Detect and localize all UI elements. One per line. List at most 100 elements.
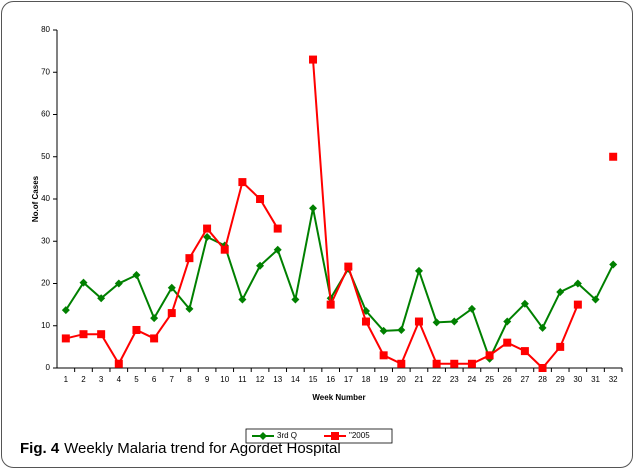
- data-point: [220, 245, 229, 254]
- y-tick-label: 30: [41, 236, 50, 245]
- data-point: [185, 254, 194, 263]
- data-point: [379, 351, 388, 360]
- x-tick-label: 9: [205, 375, 210, 384]
- y-tick-label: 10: [41, 321, 50, 330]
- data-point: [538, 364, 547, 372]
- x-tick-label: 28: [538, 375, 547, 384]
- x-tick-label: 6: [152, 375, 157, 384]
- data-point: [309, 204, 318, 213]
- y-tick-label: 20: [41, 279, 50, 288]
- x-tick-label: 17: [344, 375, 353, 384]
- y-tick-label: 80: [41, 25, 50, 34]
- x-tick-label: 27: [520, 375, 529, 384]
- data-point: [203, 233, 212, 242]
- legend-box: [245, 428, 393, 444]
- data-point: [379, 326, 388, 335]
- x-tick-label: 11: [238, 375, 247, 384]
- data-point: [467, 359, 476, 368]
- x-tick-label: 15: [309, 375, 318, 384]
- caption-text: Weekly Malaria trend for Agordet Hospita…: [64, 440, 341, 457]
- data-point: [450, 359, 459, 368]
- data-point: [185, 304, 194, 313]
- data-point: [150, 314, 159, 323]
- x-tick-label: 20: [397, 375, 406, 384]
- y-axis-label: No.of Cases: [31, 175, 40, 222]
- x-tick-label: 2: [81, 375, 86, 384]
- data-point: [414, 266, 423, 275]
- x-tick-label: 3: [99, 375, 104, 384]
- data-point: [503, 317, 512, 326]
- x-tick-label: 22: [432, 375, 441, 384]
- x-tick-label: 21: [415, 375, 424, 384]
- x-tick-label: 32: [609, 375, 618, 384]
- data-point: [520, 299, 529, 308]
- data-point: [167, 309, 176, 318]
- data-point: [150, 334, 159, 343]
- data-point: [361, 317, 370, 326]
- data-point: [167, 283, 176, 292]
- legend-marker: [259, 432, 267, 440]
- data-point: [485, 351, 494, 360]
- x-tick-label: 23: [450, 375, 459, 384]
- data-point: [238, 295, 247, 304]
- x-tick-label: 26: [503, 375, 512, 384]
- data-point: [273, 245, 282, 254]
- data-point: [309, 55, 318, 64]
- x-tick-label: 16: [326, 375, 335, 384]
- data-point: [326, 300, 335, 309]
- x-tick-label: 8: [187, 375, 192, 384]
- y-tick-label: 70: [41, 67, 50, 76]
- legend-marker: [331, 432, 339, 440]
- data-point: [61, 306, 70, 315]
- x-tick-label: 14: [291, 375, 300, 384]
- data-point: [556, 342, 565, 351]
- caption-label: Fig. 4: [20, 440, 60, 457]
- data-point: [114, 359, 123, 368]
- data-point: [573, 300, 582, 309]
- x-tick-label: 29: [556, 375, 565, 384]
- data-point: [61, 334, 70, 343]
- x-tick-label: 4: [117, 375, 122, 384]
- data-point: [503, 338, 512, 347]
- data-point: [97, 294, 106, 303]
- legend-label: "2005: [349, 431, 370, 440]
- y-tick-label: 40: [41, 194, 50, 203]
- x-tick-label: 12: [256, 375, 265, 384]
- data-point: [114, 279, 123, 288]
- data-point: [450, 317, 459, 326]
- data-point: [538, 323, 547, 332]
- data-point: [414, 317, 423, 326]
- data-point: [291, 295, 300, 304]
- x-tick-label: 31: [591, 375, 600, 384]
- data-point: [256, 261, 265, 270]
- data-point: [432, 318, 441, 327]
- x-tick-label: 19: [379, 375, 388, 384]
- data-point: [609, 152, 618, 161]
- data-point: [520, 347, 529, 356]
- data-point: [79, 330, 88, 339]
- data-point: [132, 271, 141, 280]
- data-point: [467, 304, 476, 313]
- y-tick-label: 50: [41, 152, 50, 161]
- data-point: [203, 224, 212, 233]
- data-point: [397, 359, 406, 368]
- x-tick-label: 7: [170, 375, 175, 384]
- data-point: [609, 260, 618, 269]
- data-point: [97, 330, 106, 339]
- x-tick-label: 1: [64, 375, 69, 384]
- data-point: [256, 195, 265, 203]
- data-point: [344, 262, 353, 271]
- x-tick-label: 10: [220, 375, 229, 384]
- x-tick-label: 5: [134, 375, 139, 384]
- y-tick-label: 60: [41, 110, 50, 119]
- x-tick-label: 18: [362, 375, 371, 384]
- data-point: [132, 325, 141, 334]
- y-tick-label: 0: [46, 363, 51, 372]
- legend-label: 3rd Q: [277, 431, 297, 440]
- x-tick-label: 25: [485, 375, 494, 384]
- data-point: [397, 325, 406, 334]
- caption: Fig. 4 Weekly Malaria trend for Agordet H…: [20, 440, 341, 457]
- data-point: [556, 287, 565, 296]
